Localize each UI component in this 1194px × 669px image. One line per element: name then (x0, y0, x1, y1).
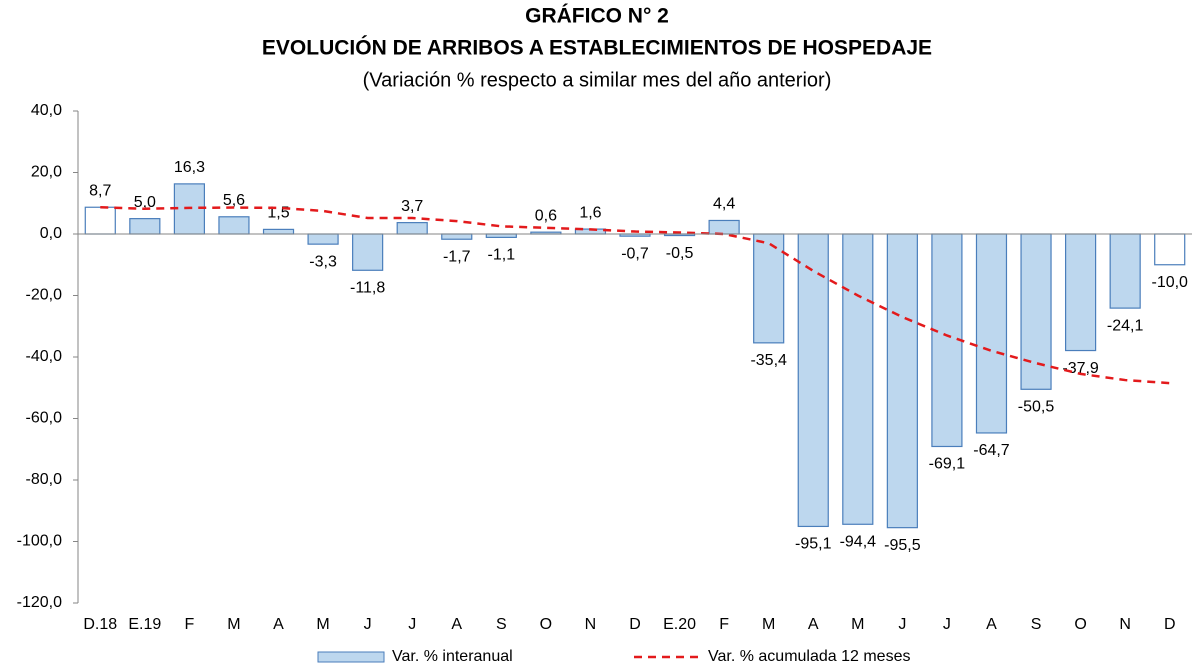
line (100, 205, 1170, 385)
y-tick-label: -120,0 (17, 594, 62, 611)
x-tick-label: J (364, 616, 372, 633)
x-tick-label: S (496, 616, 507, 633)
data-label: 3,7 (401, 198, 423, 215)
bar (708, 219, 740, 235)
bar (441, 233, 473, 240)
data-label: -11,8 (350, 280, 385, 297)
y-tick-label: 0,0 (40, 225, 62, 242)
x-tick-label: A (273, 616, 284, 633)
x-tick-label: J (898, 616, 906, 633)
x-tick-label: N (1119, 616, 1131, 633)
x-tick-label: A (986, 616, 997, 633)
legend-label: Var. % acumulada 12 meses (708, 648, 910, 665)
bar (975, 233, 1008, 434)
x-tick-label: A (808, 616, 819, 633)
x-tick-label: M (227, 616, 240, 633)
x-tick-label: D.18 (83, 616, 117, 633)
x-tick-label: F (719, 616, 729, 633)
data-label: 5,6 (223, 192, 245, 209)
bar (797, 233, 829, 528)
x-tick-label: O (1074, 616, 1086, 633)
bar (886, 233, 918, 529)
data-label: 8,7 (89, 182, 111, 199)
data-label: -94,4 (840, 533, 877, 550)
data-label: -0,5 (666, 245, 694, 262)
y-tick-label: 40,0 (31, 102, 62, 119)
legend-label: Var. % interanual (392, 648, 513, 665)
data-label: 16,3 (174, 159, 205, 176)
data-label: -35,4 (750, 352, 787, 369)
x-tick-label: M (762, 616, 775, 633)
x-tick-label: A (451, 616, 462, 633)
data-label: 0,6 (535, 207, 557, 224)
bar (842, 233, 874, 525)
y-tick-label: -40,0 (26, 348, 63, 365)
x-tick-label: M (851, 616, 864, 633)
data-label: 5,0 (134, 194, 156, 211)
x-tick-label: E.20 (663, 616, 696, 633)
data-label: -1,7 (443, 248, 471, 265)
bar (1020, 233, 1052, 390)
x-tick-label: M (316, 616, 329, 633)
data-label: -69,1 (929, 456, 966, 473)
y-tick-label: -60,0 (26, 410, 63, 427)
chart-title: GRÁFICO N° 2 (525, 5, 669, 28)
data-label: -50,5 (1018, 399, 1055, 416)
data-label: -3,3 (309, 253, 337, 270)
x-tick-label: J (943, 616, 951, 633)
legend-swatch (317, 651, 385, 663)
bar (262, 228, 295, 235)
bar (84, 206, 116, 235)
bar (485, 233, 517, 238)
bar (1154, 233, 1186, 266)
data-label: -24,1 (1107, 317, 1144, 334)
data-label: -64,7 (973, 442, 1010, 459)
bar (352, 233, 384, 271)
y-tick-label: -20,0 (26, 287, 63, 304)
chart-subtitle: EVOLUCIÓN DE ARRIBOS A ESTABLECIMIENTOS … (262, 36, 932, 60)
bar (307, 233, 339, 245)
chart-note: (Variación % respecto a similar mes del … (363, 69, 832, 91)
data-label: -95,5 (884, 537, 921, 554)
data-label: 4,4 (713, 196, 735, 213)
x-tick-label: D (629, 616, 641, 633)
bar (396, 222, 428, 235)
data-label: -1,1 (488, 247, 516, 264)
bar (129, 218, 161, 235)
x-tick-label: O (540, 616, 552, 633)
data-label: -10,0 (1151, 274, 1188, 291)
data-label: -0,7 (621, 245, 649, 262)
bar (753, 233, 785, 344)
data-label: -95,1 (795, 536, 832, 553)
y-tick-label: -100,0 (17, 533, 62, 550)
x-tick-label: F (185, 616, 195, 633)
x-tick-label: S (1031, 616, 1042, 633)
x-tick-label: J (408, 616, 416, 633)
y-tick-label: 20,0 (31, 164, 62, 181)
y-tick-label: -80,0 (26, 471, 63, 488)
x-tick-label: D (1164, 616, 1176, 633)
bar (1064, 233, 1097, 352)
data-label: 1,6 (579, 204, 601, 221)
bar (1109, 233, 1141, 309)
bar (218, 216, 250, 235)
x-tick-label: N (585, 616, 597, 633)
x-tick-label: E.19 (128, 616, 161, 633)
